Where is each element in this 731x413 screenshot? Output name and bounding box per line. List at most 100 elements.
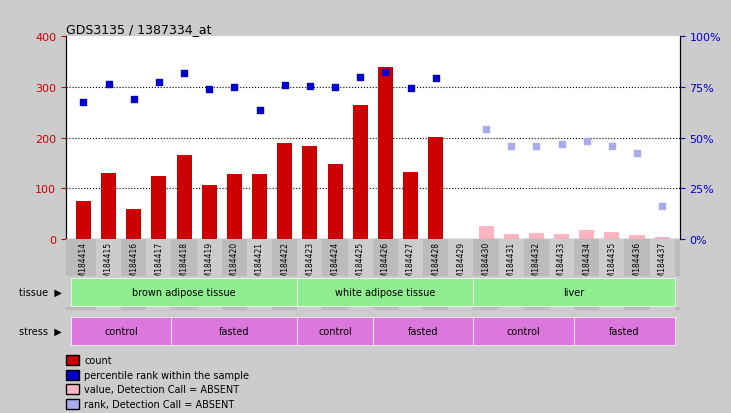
Bar [172,318,298,345]
Bar [298,278,474,306]
Point [178,70,190,77]
Bar [146,240,172,310]
Point [505,144,517,150]
Bar [71,318,172,345]
Bar [101,174,116,240]
Bar [398,240,423,310]
Bar [499,240,524,310]
Text: fasted: fasted [219,326,250,337]
Bar [252,175,267,240]
Bar [303,147,317,240]
Bar [176,156,192,240]
Point [581,139,593,145]
Point [103,82,115,88]
Text: tissue  ▶: tissue ▶ [19,287,62,297]
Point [556,141,567,148]
Text: control: control [105,326,138,337]
Bar [348,240,373,310]
Text: GSM184435: GSM184435 [607,242,616,288]
Bar [172,240,197,310]
Text: GSM184424: GSM184424 [330,242,340,288]
Point [656,203,668,210]
Text: GSM184417: GSM184417 [154,242,164,288]
Point [254,107,265,114]
Point [229,84,240,91]
Bar [428,138,443,240]
Bar [474,240,499,310]
Bar [448,240,474,310]
Point [480,126,492,133]
Text: GSM184422: GSM184422 [280,242,289,287]
Bar [247,240,272,310]
Bar [504,235,519,240]
Bar [579,230,594,240]
Text: GSM184420: GSM184420 [230,242,239,288]
Bar [378,68,393,240]
Text: stress  ▶: stress ▶ [20,326,62,337]
Bar [624,240,650,310]
Point [128,96,140,103]
Bar [423,240,448,310]
Bar [277,143,292,240]
Text: GSM184427: GSM184427 [406,242,415,288]
Bar [650,240,675,310]
Text: GSM184423: GSM184423 [306,242,314,288]
Text: GSM184434: GSM184434 [582,242,591,288]
Bar [96,240,121,310]
Point [631,150,643,157]
Text: GSM184436: GSM184436 [632,242,642,288]
Bar [227,175,242,240]
Bar [474,278,675,306]
Text: GSM184419: GSM184419 [205,242,213,288]
Text: GSM184414: GSM184414 [79,242,88,288]
Point [606,144,618,150]
Text: value, Detection Call = ABSENT: value, Detection Call = ABSENT [84,385,239,394]
Bar [554,235,569,240]
Bar [605,233,619,240]
Text: white adipose tissue: white adipose tissue [336,287,436,297]
Text: GSM184433: GSM184433 [557,242,566,288]
Bar [327,165,343,240]
Text: GSM184418: GSM184418 [180,242,189,287]
Point [379,69,391,76]
Text: GSM184416: GSM184416 [129,242,138,288]
Text: GDS3135 / 1387334_at: GDS3135 / 1387334_at [66,23,211,36]
Bar [599,240,624,310]
Bar [298,318,373,345]
Text: GSM184426: GSM184426 [381,242,390,288]
Point [77,100,89,106]
Bar [126,209,141,240]
Text: GSM184431: GSM184431 [507,242,516,288]
Text: count: count [84,356,112,366]
Bar [479,227,493,240]
Bar [197,240,221,310]
Point [329,84,341,91]
Bar [403,172,418,240]
Text: GSM184430: GSM184430 [482,242,491,288]
Text: GSM184428: GSM184428 [431,242,440,287]
Bar [202,185,217,240]
Point [153,79,164,86]
Text: GSM184415: GSM184415 [104,242,113,288]
Bar [529,233,544,240]
Bar [655,237,670,240]
Bar [574,318,675,345]
Point [279,83,291,90]
Bar [549,240,574,310]
Point [355,74,366,81]
Text: control: control [318,326,352,337]
Point [304,83,316,90]
Text: GSM184437: GSM184437 [658,242,667,288]
Text: GSM184421: GSM184421 [255,242,264,287]
Bar [121,240,146,310]
Bar [71,240,96,310]
Point [430,75,442,82]
Text: brown adipose tissue: brown adipose tissue [132,287,236,297]
Bar [474,318,574,345]
Bar [298,240,322,310]
Text: GSM184429: GSM184429 [456,242,466,288]
Point [531,144,542,150]
Bar [322,240,348,310]
Bar [76,202,91,240]
Text: control: control [507,326,541,337]
